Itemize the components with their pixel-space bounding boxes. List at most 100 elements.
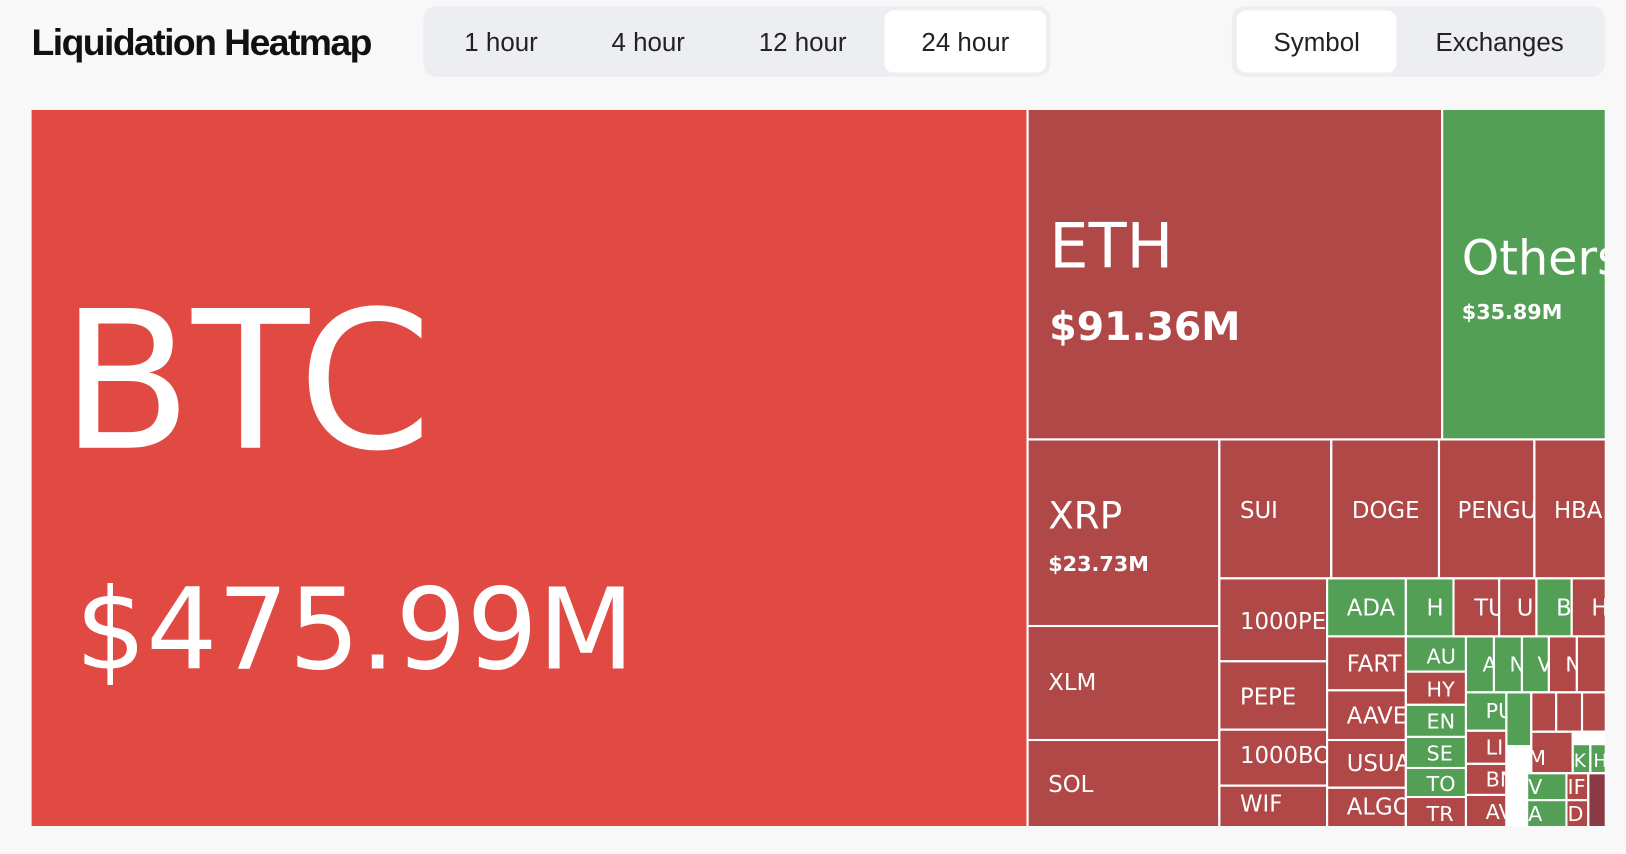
tile: ADA bbox=[1328, 579, 1405, 636]
tile-bg[interactable] bbox=[1532, 693, 1556, 731]
tile: SE bbox=[1406, 737, 1465, 767]
tile-bg[interactable] bbox=[1328, 579, 1405, 636]
tile-bg[interactable] bbox=[1406, 737, 1465, 767]
tile-bg[interactable] bbox=[1567, 774, 1588, 800]
tile-value: $475.99M bbox=[75, 565, 634, 695]
tile: AV bbox=[1466, 795, 1506, 827]
tile-bg[interactable] bbox=[1466, 637, 1493, 692]
tile-label: XLM bbox=[1048, 670, 1096, 696]
tile-bg[interactable] bbox=[1220, 786, 1327, 827]
time-tab[interactable]: 24 hour bbox=[921, 29, 1009, 57]
tile: WIF bbox=[1220, 786, 1327, 827]
tile: M bbox=[1532, 732, 1572, 773]
tile: H bbox=[1406, 579, 1453, 636]
tile-bg[interactable] bbox=[1589, 774, 1605, 827]
tile-bg[interactable] bbox=[1406, 579, 1453, 636]
tile-bg[interactable] bbox=[1535, 440, 1605, 578]
tile-bg[interactable] bbox=[1528, 801, 1566, 827]
tile-value: $91.36M bbox=[1049, 304, 1240, 350]
tile-bg[interactable] bbox=[1466, 764, 1506, 794]
tile-bg[interactable] bbox=[1220, 579, 1327, 661]
tile-label: EN bbox=[1427, 710, 1456, 734]
tile: XRP $23.73M bbox=[1028, 440, 1219, 625]
tile-bg[interactable] bbox=[1332, 440, 1438, 578]
tile: D bbox=[1567, 801, 1588, 827]
tile: H bbox=[1572, 579, 1605, 636]
tile-label: LI bbox=[1486, 736, 1504, 760]
tile: PEPE bbox=[1220, 662, 1327, 729]
tile-bg[interactable] bbox=[1577, 637, 1605, 692]
tile-bg[interactable] bbox=[1507, 693, 1531, 746]
tile-bg[interactable] bbox=[1406, 672, 1465, 704]
tile bbox=[1583, 693, 1605, 731]
tile-label: B bbox=[1556, 596, 1572, 622]
tile-bg[interactable] bbox=[1028, 627, 1219, 739]
tile-label: BN bbox=[1486, 768, 1516, 792]
tile-bg[interactable] bbox=[1466, 731, 1506, 763]
tile: K bbox=[1573, 745, 1590, 773]
tile-label: 1000PE bbox=[1240, 609, 1326, 635]
tile: B bbox=[1537, 579, 1572, 636]
tile-bg[interactable] bbox=[1494, 637, 1521, 692]
tile-label: N bbox=[1565, 653, 1581, 677]
tile-bg[interactable] bbox=[1406, 798, 1465, 827]
tile-bg[interactable] bbox=[1328, 691, 1405, 739]
tile-bg[interactable] bbox=[31, 109, 1027, 827]
tile-bg[interactable] bbox=[1028, 741, 1219, 827]
tile-bg[interactable] bbox=[1537, 579, 1571, 636]
time-tab[interactable]: 12 hour bbox=[759, 29, 847, 57]
tile-bg[interactable] bbox=[1454, 579, 1499, 636]
time-tab[interactable]: 4 hour bbox=[611, 29, 685, 57]
tile: N bbox=[1494, 637, 1521, 692]
tile-bg[interactable] bbox=[1406, 705, 1465, 736]
tile-label: SE bbox=[1427, 742, 1453, 766]
tile bbox=[1589, 774, 1605, 827]
tile-bg[interactable] bbox=[1328, 741, 1405, 787]
tile: ETH $91.36M bbox=[1028, 109, 1442, 439]
tile-label: TR bbox=[1426, 802, 1454, 826]
tile-label: HY bbox=[1427, 677, 1456, 701]
tile-label: SOL bbox=[1048, 772, 1093, 798]
group-tab[interactable]: Symbol bbox=[1273, 29, 1359, 57]
tile-label: XRP bbox=[1048, 494, 1122, 538]
tile-label: A bbox=[1528, 802, 1542, 826]
tile-bg[interactable] bbox=[1443, 109, 1605, 439]
tile-bg[interactable] bbox=[1028, 109, 1442, 439]
tile-bg[interactable] bbox=[1406, 769, 1465, 796]
tile-bg[interactable] bbox=[1028, 440, 1219, 625]
tile-bg[interactable] bbox=[1466, 795, 1506, 827]
tile-bg[interactable] bbox=[1328, 788, 1405, 827]
tile-label: AU bbox=[1427, 644, 1456, 668]
tile-label: ETH bbox=[1049, 209, 1173, 282]
tile-bg[interactable] bbox=[1567, 801, 1588, 827]
tile-bg[interactable] bbox=[1466, 693, 1506, 730]
tile-bg[interactable] bbox=[1557, 693, 1581, 731]
tile-bg[interactable] bbox=[1220, 662, 1327, 729]
tile-bg[interactable] bbox=[1532, 732, 1572, 773]
tile-bg[interactable] bbox=[1528, 774, 1566, 800]
tile-bg[interactable] bbox=[1591, 745, 1605, 773]
tile-label: D bbox=[1568, 802, 1584, 826]
tile: BTC $475.99M bbox=[31, 109, 1027, 827]
tile-bg[interactable] bbox=[1522, 637, 1548, 692]
tile-label: PEPE bbox=[1240, 685, 1296, 711]
tile-bg[interactable] bbox=[1500, 579, 1536, 636]
tile-bg[interactable] bbox=[1406, 637, 1465, 671]
tile-label: SUI bbox=[1240, 498, 1278, 524]
tile: ALGO bbox=[1328, 788, 1405, 827]
tile-bg[interactable] bbox=[1440, 440, 1534, 578]
tile-bg[interactable] bbox=[1220, 440, 1331, 578]
tile: V bbox=[1522, 637, 1548, 692]
tile-bg[interactable] bbox=[1220, 730, 1327, 785]
time-tab[interactable]: 1 hour bbox=[464, 29, 538, 57]
tile-bg[interactable] bbox=[1328, 637, 1405, 690]
tile-bg[interactable] bbox=[1549, 637, 1576, 692]
tile-bg[interactable] bbox=[1573, 745, 1590, 773]
tile-label: PENGU bbox=[1458, 498, 1538, 524]
tile-bg[interactable] bbox=[1572, 579, 1605, 636]
page-title: Liquidation Heatmap bbox=[32, 21, 372, 63]
group-tab[interactable]: Exchanges bbox=[1436, 29, 1564, 57]
active-tab-bg bbox=[884, 10, 1047, 73]
tile-value: $35.89M bbox=[1462, 300, 1563, 324]
tile-bg[interactable] bbox=[1583, 693, 1605, 731]
